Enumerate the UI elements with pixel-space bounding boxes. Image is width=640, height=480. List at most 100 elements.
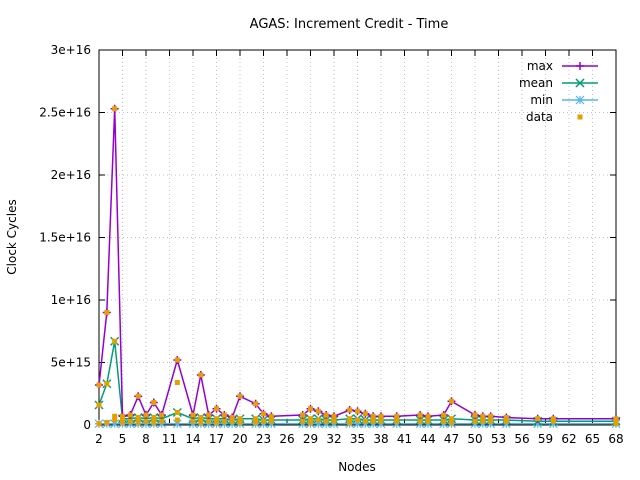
data-point (151, 420, 157, 425)
data-point (370, 418, 376, 424)
y-tick-label: 2.5e+16 (39, 106, 91, 120)
data-point (261, 411, 266, 417)
data-point (112, 338, 118, 344)
data-point (347, 416, 353, 422)
series-lines (94, 104, 621, 429)
data-point (261, 418, 266, 424)
data-point (237, 393, 243, 399)
data-point (96, 402, 102, 408)
data-point (198, 420, 204, 425)
series-line-max (98, 108, 616, 420)
marker-min (353, 419, 362, 429)
chart-title: AGAS: Increment Credit - Time (250, 17, 449, 32)
data-point (315, 417, 321, 423)
data-point (198, 372, 204, 378)
data-point (127, 412, 133, 418)
data-point (214, 406, 219, 412)
data-point (237, 416, 243, 422)
data-point (355, 408, 360, 414)
data-point (331, 413, 337, 419)
x-axis-title: Nodes (338, 460, 376, 474)
x-tick-label: 23 (256, 432, 271, 446)
legend: max mean min data (519, 59, 598, 124)
marker-min (172, 419, 182, 429)
data-point (308, 406, 313, 412)
legend-marker-max (576, 62, 584, 70)
data-point (229, 415, 235, 420)
data-point (229, 418, 235, 424)
data-point (472, 412, 478, 418)
data-point (135, 420, 141, 425)
y-tick-label: 3e+16 (51, 43, 91, 57)
data-point (441, 418, 447, 424)
data-point (112, 413, 118, 419)
data-point (488, 413, 494, 419)
data-point (331, 418, 337, 424)
marker-min (110, 419, 120, 429)
data-point (323, 412, 329, 418)
data-point (159, 418, 165, 424)
axis-ticks: 0 5e+15 1e+16 1.5e+16 2e+16 2.5e+16 3e+16 2 5 8 11… (39, 43, 623, 446)
data-point (221, 412, 227, 418)
x-tick-label: 41 (397, 432, 412, 446)
y-tick-label: 2e+16 (51, 168, 91, 182)
data-point (159, 412, 165, 418)
data-point (253, 420, 259, 425)
data-point (449, 416, 454, 422)
data-point (503, 418, 509, 424)
legend-label-min: min (530, 93, 553, 107)
data-point (135, 415, 141, 420)
x-tick-label: 14 (185, 432, 200, 446)
legend-marker-mean (575, 78, 585, 88)
data-point (151, 415, 157, 420)
data-point (221, 418, 227, 424)
data-point (449, 420, 454, 425)
data-point (96, 421, 102, 427)
x-tick-label: 32 (326, 432, 341, 446)
x-tick-label: 62 (561, 432, 576, 446)
x-tick-label: 35 (350, 432, 365, 446)
data-point (449, 398, 454, 404)
data-point (237, 420, 243, 425)
y-axis-title: Clock Cycles (5, 199, 19, 274)
data-point (472, 418, 478, 424)
data-point (362, 418, 368, 424)
data-point (300, 418, 306, 424)
y-tick-label: 1e+16 (51, 293, 91, 307)
data-point (323, 418, 329, 424)
marker-min (533, 419, 543, 429)
data-point (347, 407, 353, 413)
data-point (441, 412, 447, 418)
x-tick-label: 2 (95, 432, 103, 446)
x-tick-label: 50 (467, 432, 482, 446)
data-point (104, 381, 110, 387)
data-point (315, 408, 321, 414)
data-point (394, 413, 400, 419)
x-tick-label: 68 (608, 432, 623, 446)
data-point (550, 418, 556, 424)
data-point (190, 418, 196, 424)
data-point (104, 310, 110, 315)
data-point (214, 416, 219, 422)
data-point (480, 418, 486, 424)
data-point (143, 418, 149, 424)
data-point (535, 416, 541, 422)
legend-label-mean: mean (519, 76, 553, 90)
legend-label-data: data (526, 110, 553, 124)
x-tick-label: 65 (585, 432, 600, 446)
data-point (112, 106, 118, 112)
data-point (268, 413, 274, 419)
x-tick-label: 8 (142, 432, 150, 446)
data-point (347, 420, 353, 425)
x-tick-label: 11 (162, 432, 177, 446)
data-point (300, 412, 306, 418)
data-point (206, 412, 212, 418)
data-point (488, 418, 494, 424)
legend-marker-data (577, 114, 583, 120)
data-point (503, 415, 509, 420)
data-point (378, 418, 384, 424)
data-point (174, 417, 180, 423)
y-tick-label: 1.5e+16 (39, 231, 91, 245)
data-point (355, 417, 360, 423)
